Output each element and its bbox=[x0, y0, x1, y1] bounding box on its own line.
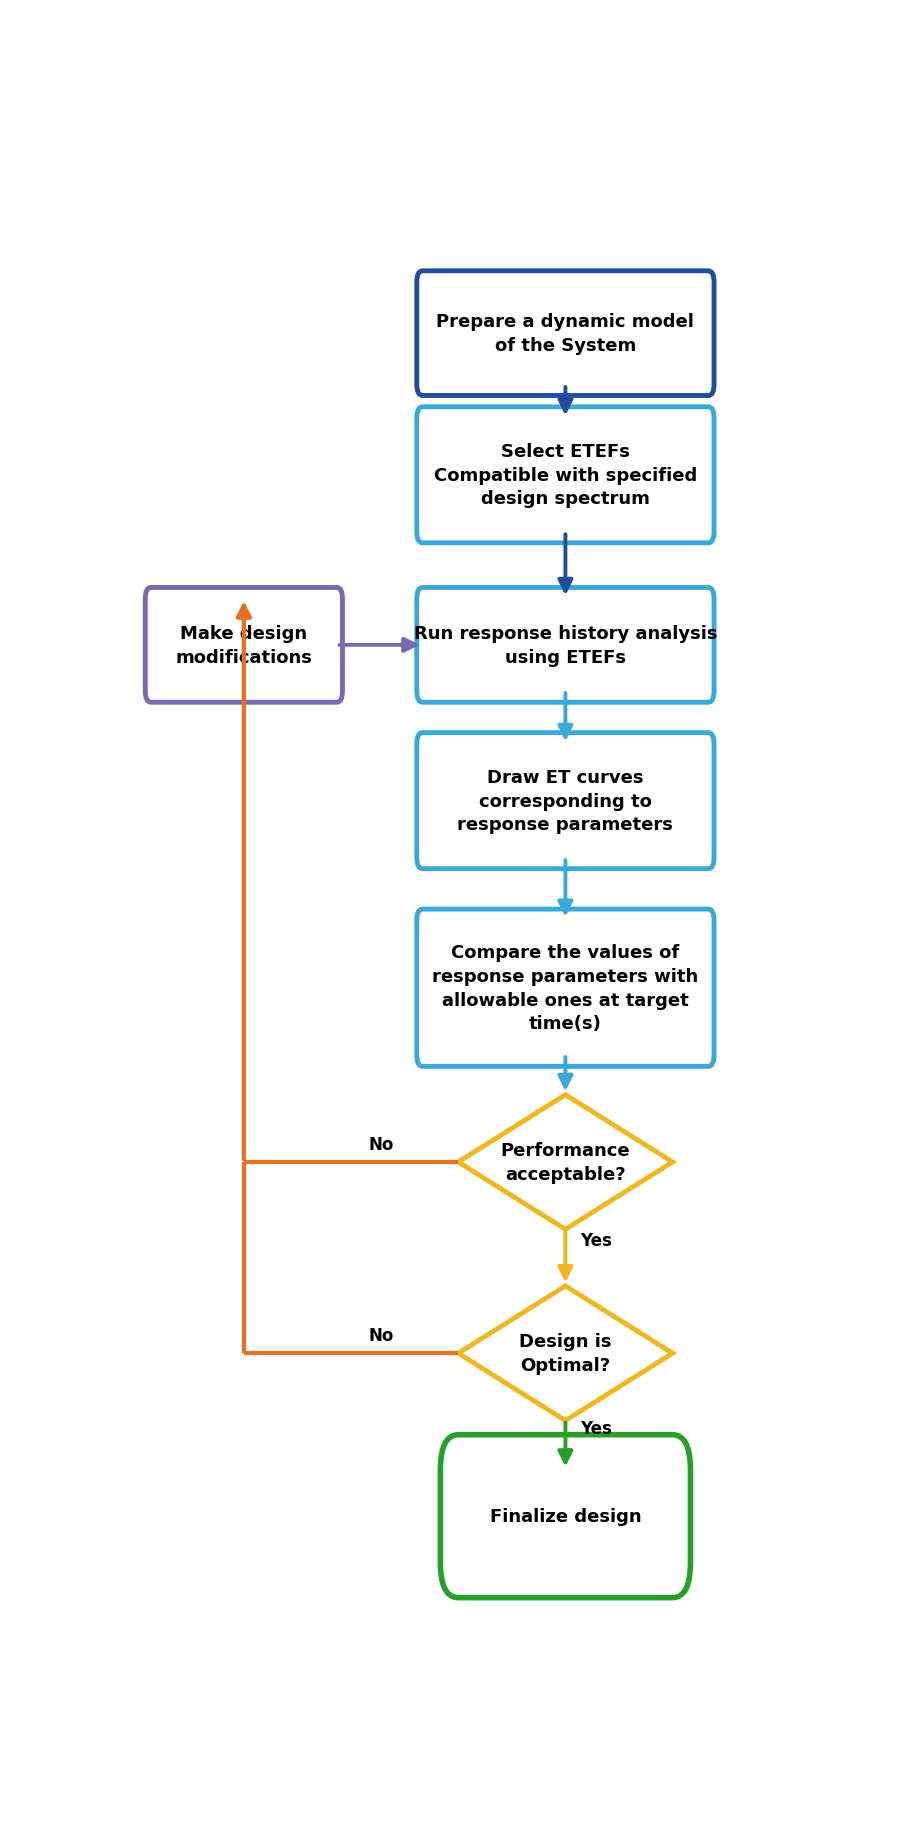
FancyBboxPatch shape bbox=[417, 272, 714, 395]
Polygon shape bbox=[458, 1285, 672, 1422]
Text: Finalize design: Finalize design bbox=[490, 1508, 641, 1525]
Text: Draw ET curves
corresponding to
response parameters: Draw ET curves corresponding to response… bbox=[457, 769, 673, 833]
FancyBboxPatch shape bbox=[417, 910, 714, 1067]
Text: Yes: Yes bbox=[580, 1420, 611, 1438]
FancyBboxPatch shape bbox=[417, 734, 714, 870]
FancyBboxPatch shape bbox=[417, 588, 714, 702]
Text: No: No bbox=[369, 1326, 394, 1344]
Text: Select ETEFs
Compatible with specified
design spectrum: Select ETEFs Compatible with specified d… bbox=[433, 443, 697, 508]
Text: Performance
acceptable?: Performance acceptable? bbox=[501, 1142, 631, 1182]
FancyBboxPatch shape bbox=[146, 588, 342, 702]
Text: Run response history analysis
using ETEFs: Run response history analysis using ETEF… bbox=[414, 625, 717, 666]
Text: Yes: Yes bbox=[580, 1232, 611, 1249]
FancyBboxPatch shape bbox=[417, 408, 714, 544]
Text: No: No bbox=[369, 1135, 394, 1153]
Text: Design is
Optimal?: Design is Optimal? bbox=[519, 1333, 611, 1374]
FancyBboxPatch shape bbox=[441, 1434, 691, 1598]
Text: Make design
modifications: Make design modifications bbox=[175, 625, 313, 666]
Polygon shape bbox=[458, 1094, 672, 1230]
Text: Prepare a dynamic model
of the System: Prepare a dynamic model of the System bbox=[436, 313, 694, 355]
Text: Compare the values of
response parameters with
allowable ones at target
time(s): Compare the values of response parameter… bbox=[432, 943, 699, 1032]
